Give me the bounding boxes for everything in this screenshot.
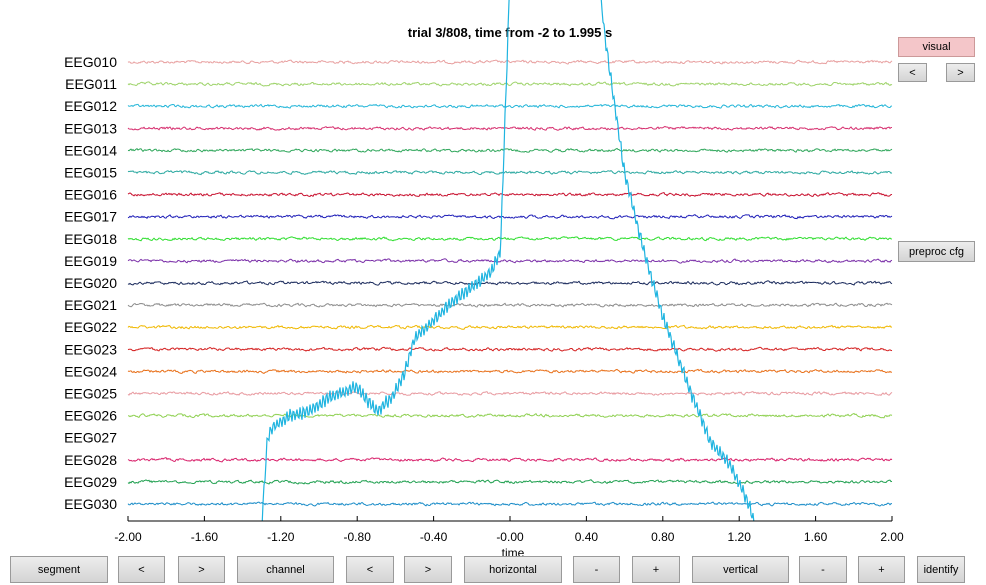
channel-next-button[interactable]: > — [404, 556, 452, 583]
visual-button[interactable]: visual — [898, 37, 975, 57]
x-tick-label: -0.00 — [496, 530, 524, 544]
trace-eeg016 — [127, 192, 893, 197]
plot-title: trial 3/808, time from -2 to 1.995 s — [407, 25, 613, 40]
channel-label-eeg020: EEG020 — [64, 275, 117, 291]
channel-label-eeg012: EEG012 — [64, 98, 117, 114]
segment-button[interactable]: segment — [10, 556, 108, 583]
channel-label-eeg023: EEG023 — [64, 341, 117, 357]
trace-eeg014 — [127, 147, 893, 153]
channel-label-eeg011: EEG011 — [65, 76, 117, 92]
channel-traces — [127, 59, 893, 507]
trace-eeg030 — [127, 501, 893, 507]
channel-label-eeg017: EEG017 — [64, 209, 117, 225]
segment-next-button[interactable]: > — [178, 556, 225, 583]
trace-eeg018 — [127, 236, 893, 242]
trace-eeg012 — [127, 103, 893, 109]
trace-eeg017 — [127, 214, 893, 220]
trace-eeg011 — [127, 81, 893, 87]
x-tick-label: 0.40 — [575, 530, 599, 544]
channel-label-eeg029: EEG029 — [64, 474, 117, 490]
trace-eeg026 — [127, 412, 893, 419]
segment-prev-button[interactable]: < — [118, 556, 165, 583]
vertical-plus-button[interactable]: + — [858, 556, 905, 583]
trace-eeg025 — [127, 391, 893, 396]
x-tick-label: 1.60 — [804, 530, 828, 544]
channel-label-eeg027: EEG027 — [64, 430, 117, 446]
trace-eeg010 — [127, 59, 893, 65]
horizontal-minus-button[interactable]: - — [573, 556, 620, 583]
channel-label-eeg025: EEG025 — [64, 386, 117, 402]
trace-eeg028 — [127, 457, 893, 463]
trace-eeg020 — [127, 280, 893, 286]
identify-button[interactable]: identify — [917, 556, 965, 583]
horizontal-button[interactable]: horizontal — [464, 556, 562, 583]
channel-label-eeg026: EEG026 — [64, 408, 117, 424]
channel-button[interactable]: channel — [237, 556, 334, 583]
vertical-minus-button[interactable]: - — [799, 556, 847, 583]
trace-eeg019 — [127, 258, 893, 264]
channel-label-eeg030: EEG030 — [64, 496, 117, 512]
x-axis: -2.00 -1.60 -1.20 -0.80 -0.40 -0.00 0.40 0.80 1.… — [114, 516, 904, 544]
horizontal-plus-button[interactable]: + — [632, 556, 680, 583]
channel-label-eeg013: EEG013 — [64, 120, 117, 136]
x-tick-label: -2.00 — [114, 530, 142, 544]
x-tick-label: 2.00 — [880, 530, 904, 544]
artifact-trace — [261, 0, 755, 521]
prev-button[interactable]: < — [898, 63, 927, 82]
trace-eeg021 — [127, 302, 893, 308]
trace-eeg015 — [127, 170, 893, 176]
channel-label-eeg015: EEG015 — [64, 165, 117, 181]
channel-label-eeg014: EEG014 — [64, 142, 117, 158]
trace-eeg029 — [127, 479, 893, 485]
x-tick-label: 0.80 — [651, 530, 675, 544]
trace-eeg023 — [127, 346, 893, 352]
next-button[interactable]: > — [946, 63, 975, 82]
x-tick-label: -1.20 — [267, 530, 295, 544]
channel-label-eeg028: EEG028 — [64, 452, 117, 468]
trace-eeg027 — [261, 0, 755, 521]
x-tick-label: -0.40 — [420, 530, 448, 544]
channel-label-eeg021: EEG021 — [64, 297, 117, 313]
trace-eeg022 — [127, 324, 893, 330]
trace-eeg024 — [127, 368, 893, 374]
x-tick-label: -1.60 — [191, 530, 219, 544]
vertical-button[interactable]: vertical — [692, 556, 789, 583]
channel-label-eeg010: EEG010 — [64, 54, 117, 70]
channel-labels: EEG010 EEG011 EEG012 EEG013 EEG014 EEG015 EEG0… — [64, 54, 117, 512]
preproc-cfg-button[interactable]: preproc cfg — [898, 241, 975, 262]
channel-label-eeg019: EEG019 — [64, 253, 117, 269]
channel-label-eeg018: EEG018 — [64, 231, 117, 247]
channel-prev-button[interactable]: < — [346, 556, 394, 583]
channel-label-eeg022: EEG022 — [64, 319, 117, 335]
trace-eeg013 — [127, 125, 893, 131]
x-tick-label: -0.80 — [344, 530, 372, 544]
channel-label-eeg016: EEG016 — [64, 187, 117, 203]
channel-label-eeg024: EEG024 — [64, 363, 117, 379]
x-tick-label: 1.20 — [728, 530, 752, 544]
